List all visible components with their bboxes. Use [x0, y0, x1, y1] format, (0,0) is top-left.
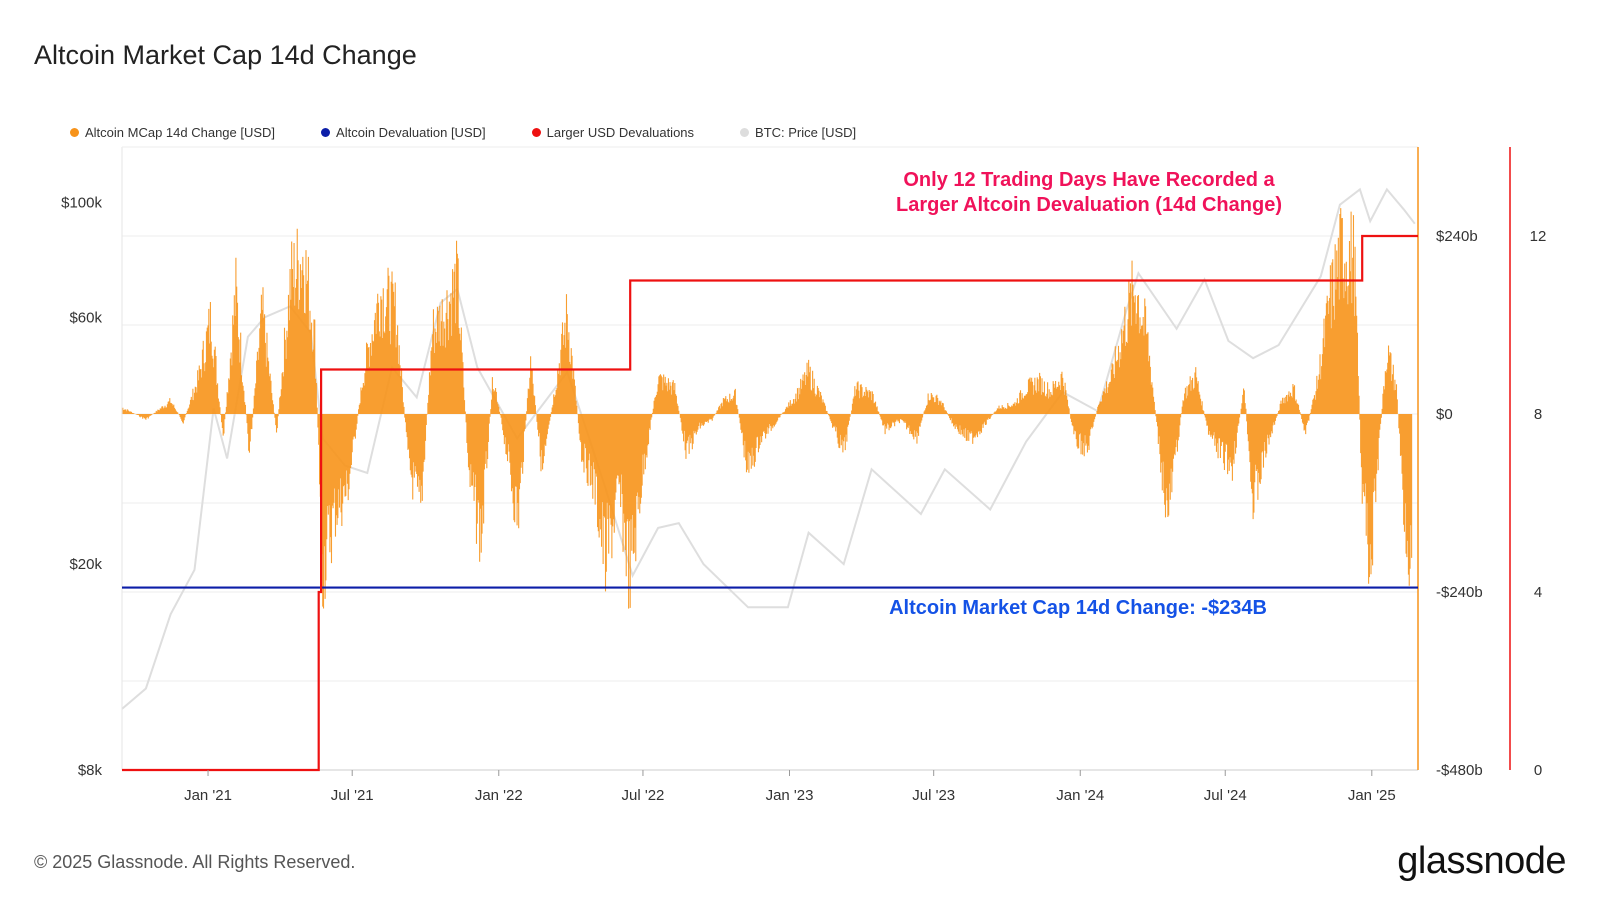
mcap-change-bars: [121, 208, 1413, 609]
y-count-tick-label: 4: [1534, 584, 1542, 601]
mcap-change-bar: [121, 208, 1413, 609]
y-left-tick-label: $8k: [78, 762, 103, 779]
y-left-tick-label: $60k: [69, 309, 102, 326]
legend-dot-icon: [740, 128, 750, 137]
x-tick-label: Jan '21: [184, 787, 232, 804]
y-right-tick-label: -$240b: [1436, 584, 1483, 601]
x-tick-label: Jul '21: [331, 787, 374, 804]
legend-item-devaluation[interactable]: Altcoin Devaluation [USD]: [321, 125, 486, 140]
annotation-top-line1: Only 12 Trading Days Have Recorded a: [903, 169, 1275, 191]
legend-label: Larger USD Devaluations: [546, 125, 695, 140]
chart-legend: Altcoin MCap 14d Change [USD] Altcoin De…: [70, 125, 902, 140]
x-tick-label: Jul '24: [1204, 787, 1247, 804]
chart-frame: [121, 146, 1511, 771]
x-tick-label: Jan '25: [1348, 787, 1396, 804]
x-tick-label: Jul '23: [912, 787, 955, 804]
legend-item-larger-devaluations[interactable]: Larger USD Devaluations: [531, 125, 695, 140]
page-title: Altcoin Market Cap 14d Change: [34, 40, 417, 70]
x-tick-label: Jul '22: [622, 787, 665, 804]
x-tick-label: Jan '22: [475, 787, 523, 804]
y-count-tick-label: 0: [1534, 762, 1542, 779]
y-count-tick-label: 12: [1530, 228, 1547, 245]
y-left-tick-label: $100k: [61, 194, 102, 211]
annotation-top-line2: Larger Altcoin Devaluation (14d Change): [896, 194, 1282, 216]
legend-dot-icon: [70, 128, 79, 137]
y-right-tick-label: -$480b: [1436, 762, 1483, 779]
legend-item-mcap-change[interactable]: Altcoin MCap 14d Change [USD]: [70, 125, 275, 140]
chart-axes: Jan '21 Jul '21 Jan '22 Jul '22 Jan '23 Jul '…: [61, 194, 1546, 804]
legend-dot-icon: [321, 128, 331, 137]
annotation-bottom: Altcoin Market Cap 14d Change: -$234B: [889, 597, 1267, 619]
chart-lines: [122, 234, 1418, 772]
x-tick-label: Jan '24: [1056, 787, 1104, 804]
larger-devaluations-line: [122, 234, 1418, 772]
legend-label: Altcoin Devaluation [USD]: [336, 125, 486, 140]
y-right-tick-label: $0: [1436, 406, 1453, 423]
glassnode-logo: glassnode: [1397, 840, 1566, 882]
y-count-tick-label: 8: [1534, 406, 1542, 423]
legend-item-btc-price[interactable]: BTC: Price [USD]: [740, 125, 856, 140]
legend-label: BTC: Price [USD]: [755, 125, 857, 140]
legend-dot-icon: [531, 128, 541, 137]
copyright-text: © 2025 Glassnode. All Rights Reserved.: [34, 852, 356, 872]
y-left-tick-label: $20k: [69, 556, 102, 573]
y-right-tick-label: $240b: [1436, 228, 1478, 245]
x-tick-label: Jan '23: [766, 787, 814, 804]
legend-label: Altcoin MCap 14d Change [USD]: [85, 125, 276, 140]
